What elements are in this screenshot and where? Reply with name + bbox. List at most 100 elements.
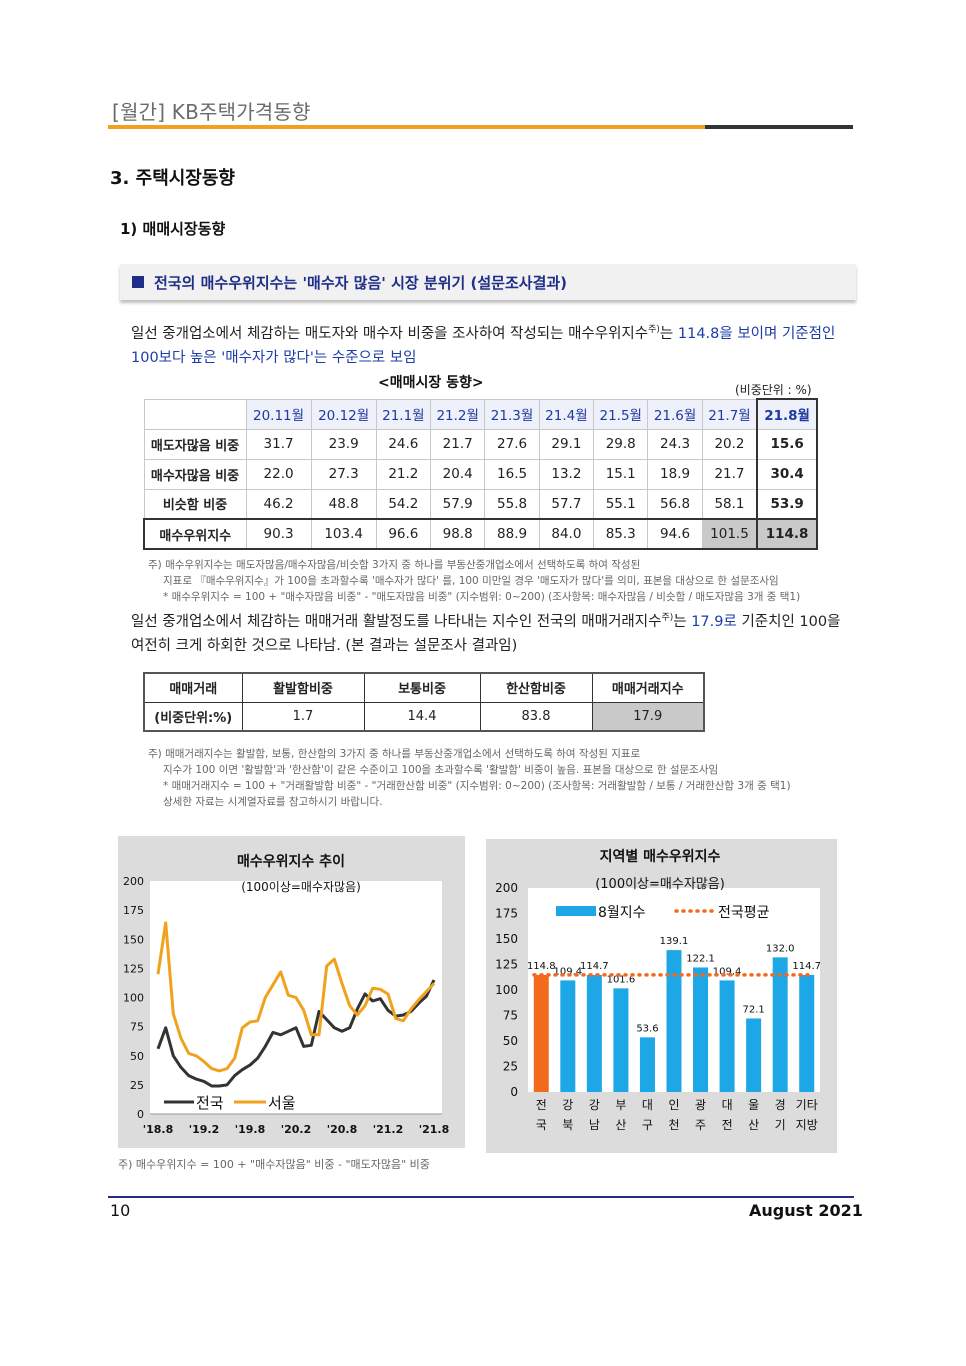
trade-index-table: 매매거래 활발함비중 보통비중 한산함비중 매매거래지수 (비중단위:%) 1.… [143,672,705,732]
x-tick-label: '19.8 [235,1123,266,1136]
bar-value-label: 139.1 [660,936,689,947]
header-rule-orange [108,125,705,129]
chart-title: 매수우위지수 추이 [237,853,345,870]
chart-subtitle: (100이상=매수자많음) [595,877,725,892]
footnote-line: * 매수우위지수 = 100 + "매수자많음 비중" - "매도자많음 비중"… [163,591,801,603]
y-tick-label: 150 [495,932,518,946]
table-cell: 20.4 [430,458,486,490]
x-tick-label: 강 [589,1098,600,1112]
y-tick-label: 75 [503,1009,518,1023]
footnote-line: 지수가 100 이면 '활발함'과 '한산함'이 같은 수준이고 100을 초과… [163,764,719,776]
bar-chart: 지역별 매수우위지수 (100이상=매수자많음) 0 25 50 75 100 125 150 1… [495,848,821,1132]
chart-legend: 전국 서울 [164,1094,296,1112]
table-cell: 18.9 [647,458,703,490]
table-cell: 83.8 [479,701,593,732]
table-column-header: 매매거래지수 [591,672,705,703]
para2-text-a: 일선 중개업소에서 체감하는 매매거래 활발정도를 나타내는 지수인 전국의 매… [131,613,662,630]
x-tick-label: 기 [775,1118,786,1132]
table-cell: 15.1 [593,458,649,490]
table-cell: 16.5 [484,458,540,490]
x-tick-label: '20.8 [327,1123,358,1136]
x-tick-label: 천 [668,1117,679,1132]
table-header-row: 20.11월 20.12월 21.1월 21.2월 21.3월 21.4월 21… [143,398,818,430]
bar [586,975,602,1092]
chart-title: 지역별 매수우위지수 [600,848,721,865]
table-column-header: 21.4월 [538,398,595,430]
y-tick-label: 200 [123,875,144,888]
bar [746,1018,762,1092]
bar [639,1037,655,1092]
table-cell: 54.2 [375,488,432,520]
bar-value-label: 114.7 [580,961,609,972]
table-cell-current: 15.6 [756,428,818,460]
table-column-header: 한산함비중 [479,672,593,703]
square-bullet-icon [132,276,144,288]
paragraph-trade-index: 일선 중개업소에서 체감하는 매매거래 활발정도를 나타내는 지수인 전국의 매… [131,606,851,658]
table-cell: 13.2 [538,458,595,490]
para2-footnote-mark: 주) [661,613,674,623]
legend-label: 8월지수 [598,905,646,921]
bar-value-label: 132.0 [766,943,795,954]
footnote-line: 지표로 『매수우위지수』가 100을 초과할수록 '매수자가 많다' 를, 10… [163,575,779,587]
table-column-header: 20.12월 [310,398,377,430]
table-row: (비중단위:%) 1.7 14.4 83.8 17.9 [143,701,705,732]
table-cell-highlight: 17.9 [591,701,705,732]
x-tick-label: '21.2 [373,1123,404,1136]
table-cell: 85.3 [593,518,649,550]
table-column-header: 21.1월 [375,398,432,430]
table-cell: 14.4 [363,701,481,732]
para2-text-d: 기준치인 100을 여전히 크게 하회한 것으로 나타남. (본 결과는 설문조… [131,613,841,654]
table-cell: 56.8 [647,488,703,520]
bar [560,980,576,1092]
row-label: 매도자많음 비중 [143,428,247,460]
x-tick-label: '20.2 [281,1123,312,1136]
bar-value-label: 109.4 [713,966,742,977]
bar [799,975,815,1092]
table-cell: 31.7 [245,428,312,460]
para1-text-a: 일선 중개업소에서 체감하는 매도자와 매수자 비중을 조사하여 작성되는 매수… [131,325,649,342]
para1-footnote-mark: 주) [648,325,660,335]
table-cell: 103.4 [310,518,377,550]
table-cell: 57.9 [430,488,486,520]
y-tick-label: 0 [137,1108,144,1121]
x-tick-label: 지방 [796,1118,818,1132]
y-tick-label: 50 [130,1050,144,1063]
bar-value-label: 114.7 [792,961,821,972]
legend-label: 전국평균 [718,905,770,921]
x-tick-label: '21.8 [419,1123,450,1136]
bar-value-label: 101.6 [607,974,636,985]
row-label: (비중단위:%) [143,701,243,732]
table-cell: 57.7 [538,488,595,520]
y-tick-label: 100 [495,983,518,997]
legend-label: 전국 [196,1094,224,1112]
table-cell: 84.0 [538,518,595,550]
table-column-header: 보통비중 [363,672,481,703]
table-cell-current: 30.4 [756,458,818,490]
x-tick-label: 부 [615,1098,626,1112]
table-cell: 24.6 [375,428,432,460]
table-row-total: 매수우위지수 90.3 103.4 96.6 98.8 88.9 84.0 85… [143,518,818,550]
market-trend-table: 20.11월 20.12월 21.1월 21.2월 21.3월 21.4월 21… [143,398,818,550]
bar [719,980,735,1092]
bar-chart-panel: 지역별 매수우위지수 (100이상=매수자많음) 0 25 50 75 100 125 150 1… [486,839,837,1153]
table-row: 매수자많음 비중 22.0 27.3 21.2 20.4 16.5 13.2 1… [143,458,818,490]
para1-highlight: 114.8을 보이며 기준점인 100보다 높은 '매수자가 많다'는 수준으로… [131,325,836,366]
bar [666,950,682,1092]
table-column-header: 20.11월 [245,398,312,430]
bar [772,957,788,1092]
line-chart-panel: 매수우위지수 추이 (100이상=매수자많음) 0 25 50 75 100 125 150 17… [118,836,465,1148]
table-cell: 90.3 [245,518,312,550]
x-tick-label: 산 [615,1118,626,1132]
table-column-header: 활발함비중 [241,672,365,703]
y-tick-label: 25 [130,1079,144,1092]
footer-date: August 2021 [749,1201,863,1220]
para2-highlight: 17.9로 [691,613,737,630]
y-tick-label: 125 [123,962,144,975]
table-cell-highlight: 101.5 [701,518,758,550]
table-cell: 27.3 [310,458,377,490]
table1-unit: (비중단위 : %) [735,383,812,397]
bar-value-label: 122.1 [686,953,715,964]
row-label: 매수자많음 비중 [143,458,247,490]
y-tick-label: 75 [130,1021,144,1034]
table-column-header-current: 21.8월 [756,398,818,430]
